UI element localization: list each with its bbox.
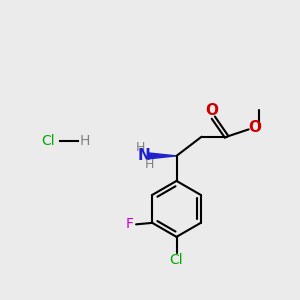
Text: F: F: [125, 217, 133, 231]
Text: H: H: [80, 134, 90, 148]
Text: O: O: [249, 120, 262, 135]
Text: N: N: [138, 148, 151, 164]
Polygon shape: [148, 153, 176, 159]
Text: Cl: Cl: [42, 134, 55, 148]
Text: H: H: [136, 141, 145, 154]
Text: H: H: [144, 158, 154, 171]
Text: Cl: Cl: [170, 254, 183, 267]
Text: O: O: [205, 103, 218, 118]
